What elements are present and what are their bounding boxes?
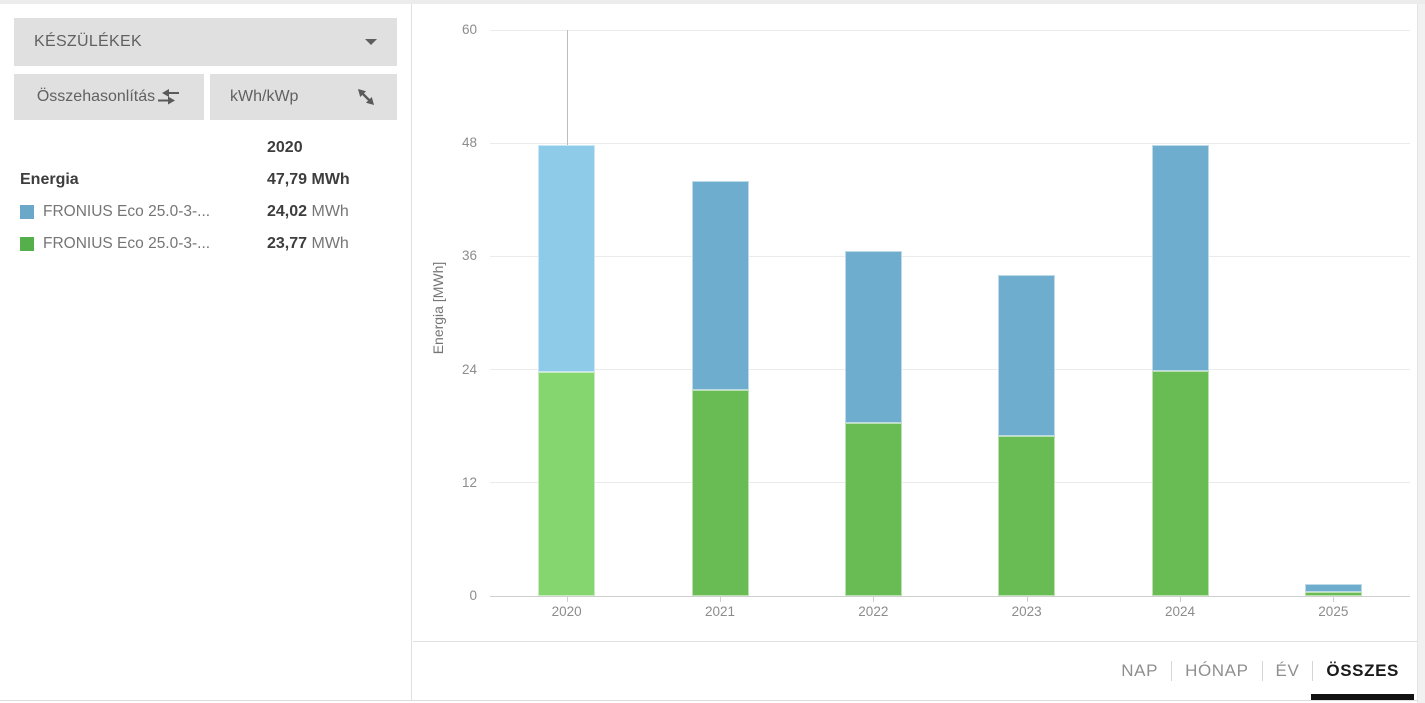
legend-table: 2020 Energia 47,79 MWh FRONIUS Eco 25.0-… xyxy=(0,132,411,260)
diagonal-arrows-icon xyxy=(358,89,374,105)
sidebar-buttons: Összehasonlítás kWh/kWp xyxy=(14,74,411,120)
compare-button-label: Összehasonlítás xyxy=(36,88,156,105)
bar-segment-2023-blue[interactable] xyxy=(998,275,1056,436)
tab-nap[interactable]: NAP xyxy=(1121,661,1159,680)
bar-segment-2022-blue[interactable] xyxy=(844,250,902,424)
gridline-0 xyxy=(490,595,1410,597)
bar-segment-2020-green[interactable] xyxy=(538,371,596,596)
bar-segment-2025-green[interactable] xyxy=(1304,592,1362,596)
x-tick-2022 xyxy=(873,596,875,602)
x-axis-label-2020: 2020 xyxy=(551,604,582,619)
legend-row-device-1[interactable]: FRONIUS Eco 25.0-3-... 24,02 MWh xyxy=(20,196,411,228)
devices-dropdown-label: KÉSZÜLÉKEK xyxy=(34,33,142,50)
device-2-color-swatch xyxy=(20,237,34,251)
device-2-label: FRONIUS Eco 25.0-3-... xyxy=(43,235,211,252)
device-1-value: 24,02 xyxy=(267,203,308,220)
crosshair-line xyxy=(566,30,568,146)
devices-dropdown[interactable]: KÉSZÜLÉKEK xyxy=(14,18,397,66)
bar-segment-2021-blue[interactable] xyxy=(691,180,749,391)
bar-segment-2024-green[interactable] xyxy=(1151,370,1209,596)
device-2-value: 23,77 xyxy=(267,235,308,252)
x-axis-label-2024: 2024 xyxy=(1164,604,1196,619)
chevron-down-icon xyxy=(365,39,377,45)
bottom-border xyxy=(0,700,1417,701)
gridline-12 xyxy=(490,482,1410,484)
y-tick-label-12: 12 xyxy=(461,474,477,490)
x-axis-label-2025: 2025 xyxy=(1318,604,1349,619)
scrollbar-track[interactable] xyxy=(1417,4,1425,703)
x-tick-2021 xyxy=(720,596,721,602)
sidebar: KÉSZÜLÉKEK Összehasonlítás kWh/kWp xyxy=(0,4,412,700)
chart-divider xyxy=(413,641,1417,642)
y-tick-label-36: 36 xyxy=(461,248,477,264)
tab-separator xyxy=(1171,661,1173,681)
tab-osszes[interactable]: ÖSSZES xyxy=(1311,642,1414,700)
x-tick-2024 xyxy=(1180,596,1181,602)
bar-segment-2024-blue[interactable] xyxy=(1151,145,1209,371)
unit-toggle-label: kWh/kWp xyxy=(230,88,299,105)
x-axis-label-2023: 2023 xyxy=(1011,604,1042,619)
device-1-color-swatch xyxy=(20,205,34,219)
gridline-60 xyxy=(490,29,1410,31)
x-tick-2023 xyxy=(1026,596,1028,602)
y-tick-label-0: 0 xyxy=(469,588,477,603)
compare-arrows-icon xyxy=(158,89,180,105)
top-strip xyxy=(0,0,1425,4)
y-tick-label-60: 60 xyxy=(461,22,477,37)
legend-row-device-2[interactable]: FRONIUS Eco 25.0-3-... 23,77 MWh xyxy=(20,228,411,260)
legend-period-row: 2020 xyxy=(20,132,411,164)
y-tick-label-24: 24 xyxy=(461,361,477,377)
legend-energia-unit: MWh xyxy=(307,171,350,188)
bar-segment-2025-blue[interactable] xyxy=(1304,583,1362,593)
x-tick-2020 xyxy=(566,596,568,602)
tab-separator xyxy=(1312,661,1314,681)
tab-separator xyxy=(1261,661,1263,681)
unit-toggle-button[interactable]: kWh/kWp xyxy=(210,74,397,120)
bar-segment-2022-green[interactable] xyxy=(844,423,902,596)
bar-segment-2023-green[interactable] xyxy=(998,435,1056,596)
device-1-unit: MWh xyxy=(307,203,349,220)
legend-period-header: 2020 xyxy=(267,139,303,156)
device-1-label: FRONIUS Eco 25.0-3-... xyxy=(43,203,211,220)
legend-energia-value: 47,79 xyxy=(267,171,308,188)
legend-row-energia: Energia 47,79 MWh xyxy=(20,164,411,196)
legend-energia-label: Energia xyxy=(20,171,79,188)
gridline-48 xyxy=(490,142,1410,144)
bar-segment-2021-green[interactable] xyxy=(691,390,749,596)
x-axis-label-2022: 2022 xyxy=(858,604,889,619)
period-tabs: NAP HÓNAP ÉV ÖSSZES xyxy=(413,642,1414,700)
gridline-24 xyxy=(490,369,1410,371)
x-axis-label-2021: 2021 xyxy=(704,604,736,619)
compare-button[interactable]: Összehasonlítás xyxy=(14,74,204,120)
chart-panel: Energia [MWh] 0 12 24 36 48 60 2020 2021 2022 202… xyxy=(413,0,1417,703)
y-tick-label-48: 48 xyxy=(461,135,477,151)
x-tick-2025 xyxy=(1333,596,1335,602)
tab-ev[interactable]: ÉV xyxy=(1275,661,1300,680)
bar-segment-2020-blue[interactable] xyxy=(538,145,596,372)
tab-honap[interactable]: HÓNAP xyxy=(1185,661,1249,680)
device-2-unit: MWh xyxy=(307,235,349,252)
gridline-36 xyxy=(490,255,1410,257)
y-axis-title: Energia [MWh] xyxy=(430,261,446,355)
